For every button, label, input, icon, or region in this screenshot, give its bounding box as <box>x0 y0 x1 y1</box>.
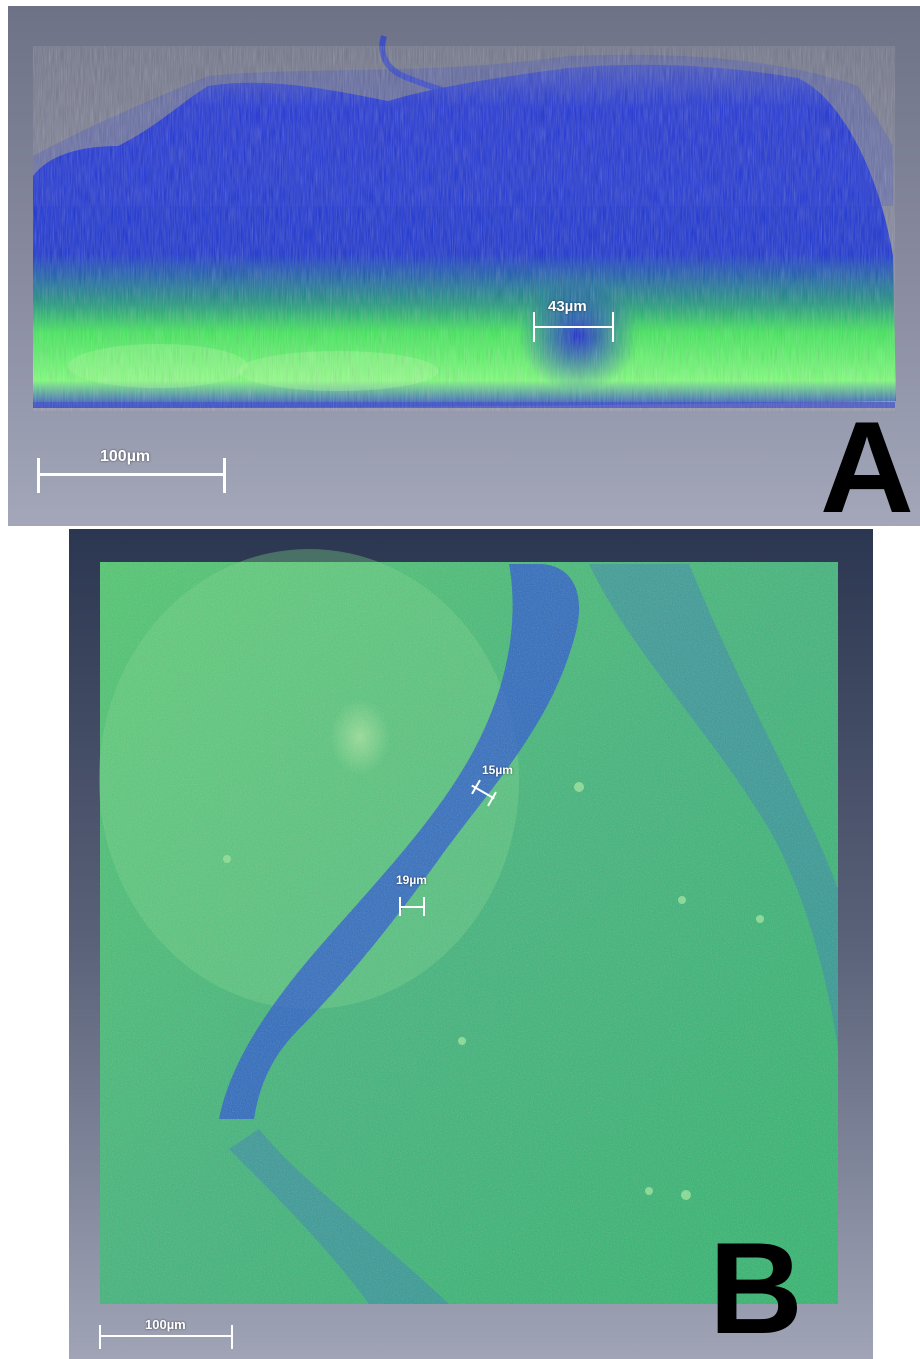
scalebar-b-tick-right <box>231 1325 233 1349</box>
scalebar-b <box>100 1335 233 1337</box>
measurement-label-43: 43µm <box>548 298 587 315</box>
measurement-label-19: 19µm <box>396 873 427 887</box>
panel-b: 15µm 19µm 100µm B <box>69 529 873 1359</box>
measurement-19-tick-right <box>423 897 425 916</box>
biofilm-top-view-image <box>99 549 838 1304</box>
scalebar-a <box>38 473 226 476</box>
measurement-bar-43 <box>534 326 614 328</box>
scalebar-a-label: 100µm <box>100 448 151 465</box>
panel-a: 43µm 100µm A <box>8 6 920 526</box>
measurement-bar-19 <box>400 906 424 908</box>
scalebar-b-label: 100µm <box>145 1317 186 1332</box>
scalebar-a-tick-right <box>223 458 226 493</box>
measurement-tick-right <box>612 312 614 342</box>
measurement-19-tick-left <box>399 897 401 916</box>
panel-letter-b: B <box>709 1215 803 1359</box>
biofilm-side-view-image <box>33 35 896 411</box>
scalebar-b-tick-left <box>99 1325 101 1349</box>
panel-letter-a: A <box>820 394 914 526</box>
measurement-label-15: 15µm <box>482 763 513 777</box>
scalebar-a-tick-left <box>37 458 40 493</box>
measurement-tick-left <box>533 312 535 342</box>
